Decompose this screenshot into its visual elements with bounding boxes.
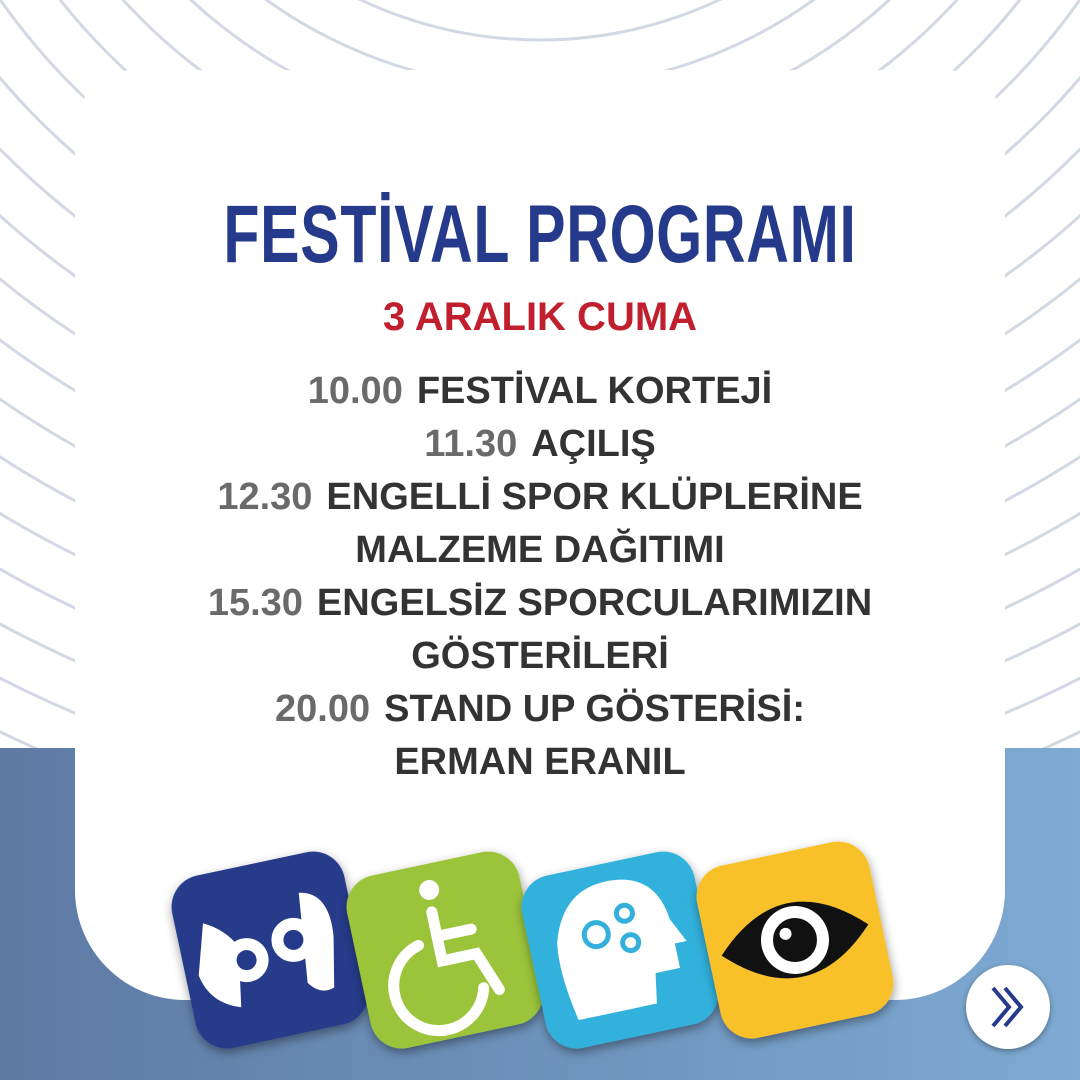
double-chevron-right-icon — [991, 986, 1024, 1028]
sign-language-icon — [171, 851, 369, 1049]
eye-icon — [696, 841, 894, 1039]
schedule-item: 15.30 ENGELSİZ SPORCULARIMIZIN GÖSTERİLERİ — [207, 582, 873, 677]
wheelchair-icon — [346, 851, 544, 1049]
schedule-item: 12.30 ENGELLİ SPOR KLÜPLERİNE MALZEME DAĞI… — [217, 476, 863, 571]
schedule-item: 20.00 STAND UP GÖSTERİSİ: ERMAN ERANIL — [275, 688, 805, 783]
schedule-item: 11.30 AÇILIŞ — [424, 423, 656, 465]
schedule-item: 10.00 FESTİVAL KORTEJİ — [307, 370, 773, 412]
page-title: FESTİVAL PROGRAMI — [223, 189, 857, 280]
head-gears-icon — [521, 851, 719, 1049]
event-date: 3 ARALIK CUMA — [382, 295, 698, 339]
next-button[interactable] — [966, 965, 1050, 1049]
schedule-list: 10.00 FESTİVAL KORTEJİ 11.30 AÇILIŞ 12.30 E… — [0, 365, 1080, 789]
background-arc — [357, 0, 723, 42]
